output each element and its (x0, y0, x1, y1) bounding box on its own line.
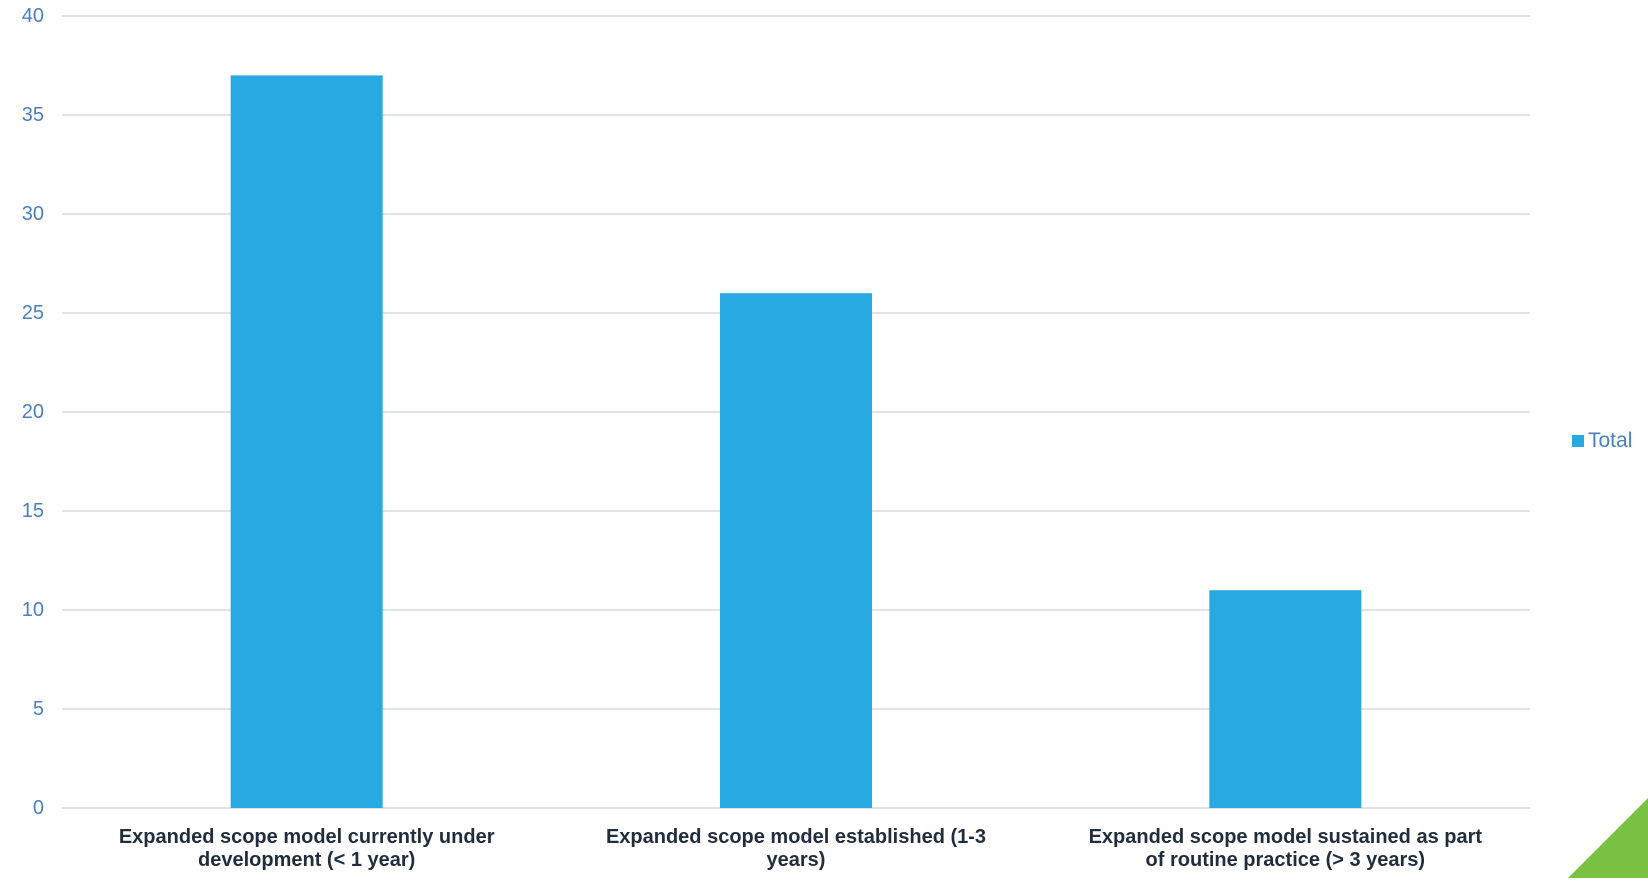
x-tick-label-line: Expanded scope model currently under (118, 826, 495, 848)
x-tick-label: Expanded scope model sustained as part of… (1050, 826, 1520, 872)
x-tick-label-line: Expanded scope model established (1-3 (605, 826, 987, 848)
x-tick-label-line: of routine practice (> 3 years) (1145, 849, 1426, 871)
x-tick-label-line: Expanded scope model sustained as part (1088, 826, 1483, 848)
legend: Total (1572, 429, 1632, 453)
x-tick-label-line: years) (766, 849, 826, 871)
corner-accent-shape (1568, 798, 1648, 878)
y-tick-label: 30 (21, 203, 44, 225)
bar (1209, 590, 1362, 808)
x-tick-label: Expanded scope model currently under deve… (72, 826, 542, 872)
y-tick-label: 40 (21, 5, 44, 27)
y-tick-label: 15 (21, 500, 44, 522)
x-tick-label-line: development (< 1 year) (198, 849, 416, 871)
y-tick-label: 5 (32, 698, 44, 720)
legend-swatch (1572, 435, 1584, 447)
y-tick-label: 25 (21, 302, 44, 324)
y-tick-label: 35 (21, 104, 44, 126)
bars (230, 75, 1362, 808)
x-tick-label: Expanded scope model established (1-3 yea… (561, 826, 1031, 872)
y-tick-label: 20 (21, 401, 44, 423)
bar (720, 293, 872, 808)
y-tick-label: 0 (32, 797, 44, 819)
bar (230, 75, 383, 808)
legend-label-total: Total (1588, 429, 1633, 452)
y-tick-label: 10 (21, 599, 44, 621)
